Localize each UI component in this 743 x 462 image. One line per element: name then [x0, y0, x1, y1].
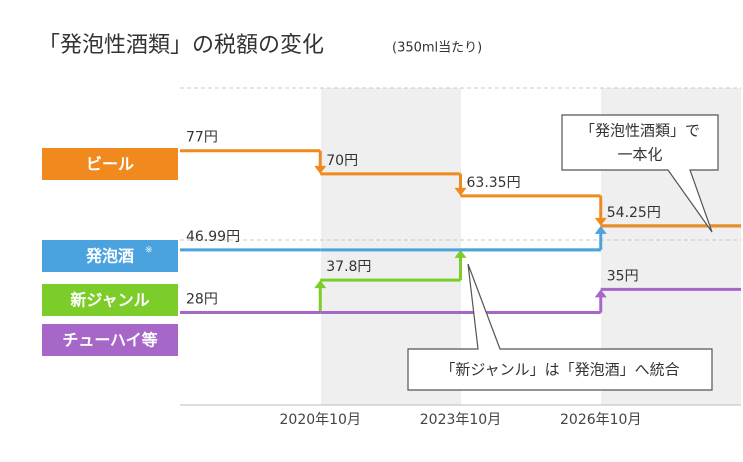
- legend-swatch: [42, 240, 178, 272]
- data-label: 28円: [186, 292, 218, 308]
- data-label: 37.8円: [326, 259, 371, 275]
- annotation: 「新ジャンル」は「発泡酒」へ統合: [440, 361, 679, 379]
- data-label: 35円: [607, 268, 639, 284]
- step-arrow: [314, 280, 327, 289]
- annotation: 一本化: [617, 146, 662, 164]
- x-tick-label: 2026年10月: [560, 412, 641, 428]
- legend-label: 発泡酒: [85, 247, 134, 266]
- data-label: 77円: [186, 130, 218, 146]
- legend-label: 新ジャンル: [70, 291, 149, 310]
- legend-swatch: [42, 148, 178, 180]
- step-arrow: [594, 225, 607, 234]
- callout-box: [407, 263, 713, 391]
- x-tick-label: 2023年10月: [420, 412, 501, 428]
- chart-title: 「発泡性酒類」の税額の変化: [38, 33, 324, 58]
- data-label: 54.25円: [607, 205, 661, 221]
- x-tick-label: 2020年10月: [280, 412, 361, 428]
- data-label: 70円: [326, 153, 358, 169]
- step-arrow: [454, 249, 467, 258]
- footnote-mark: ※: [145, 246, 153, 256]
- step-arrow: [594, 217, 607, 226]
- legend-swatch: [42, 284, 178, 316]
- chart-subtitle: (350ml当たり): [392, 41, 482, 56]
- step-arrow: [314, 165, 327, 174]
- legend-label: チューハイ等: [62, 331, 157, 350]
- step-arrow: [454, 187, 467, 196]
- data-label: 46.99円: [186, 229, 240, 245]
- step-arrow: [594, 289, 607, 298]
- annotation: 「発泡性酒類」で: [580, 122, 700, 140]
- callout-box: [561, 114, 719, 233]
- legend-swatch: [42, 324, 178, 356]
- data-label: 63.35円: [467, 175, 521, 191]
- legend-label: ビール: [86, 155, 134, 174]
